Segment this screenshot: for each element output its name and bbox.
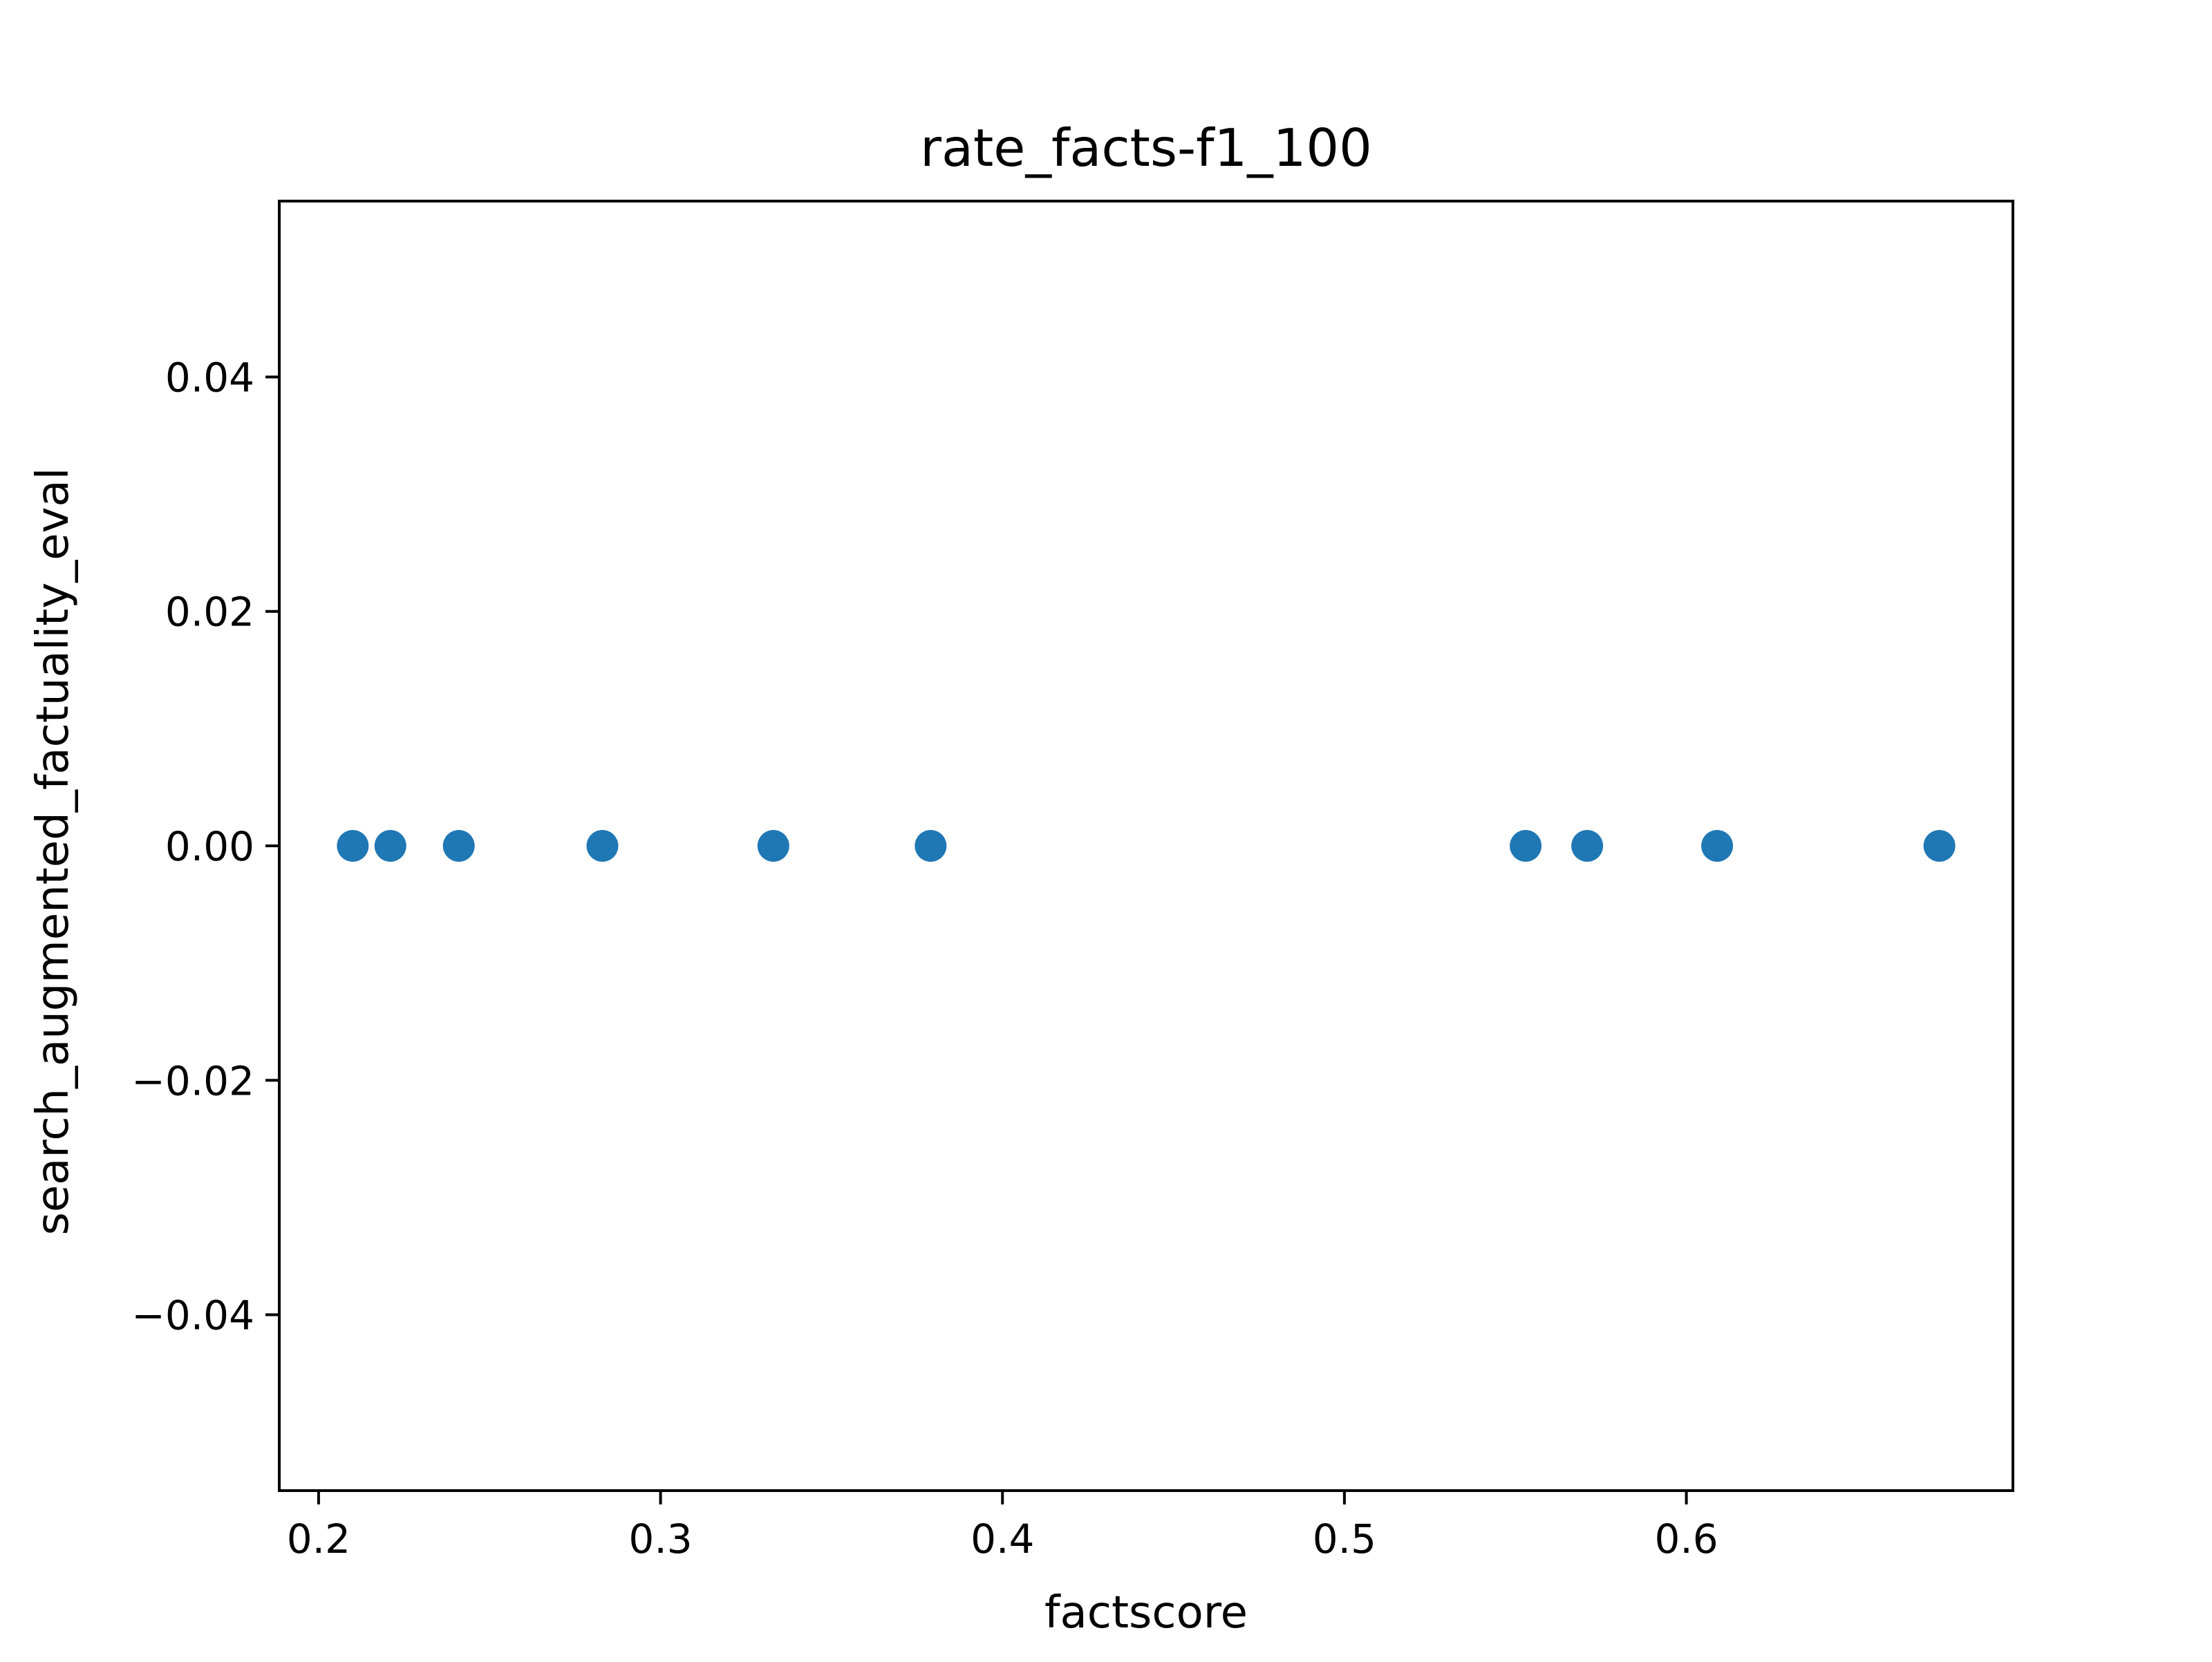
data-point [442,830,475,862]
x-axis-ticks: 0.2 0.3 0.4 0.5 0.6 [287,1491,1718,1562]
chart-title: rate_facts-f1_100 [920,117,1372,178]
y-axis-label: search_augmented_factuality_eval [28,468,79,1236]
data-point [374,830,406,862]
x-axis-label: factscore [1044,1587,1248,1639]
y-tick-label: −0.04 [131,1292,254,1339]
data-point [337,830,369,862]
x-tick-label: 0.3 [628,1515,692,1562]
x-tick-label: 0.4 [971,1515,1034,1562]
y-tick-label: 0.00 [165,823,254,870]
data-point [915,830,947,862]
y-tick-label: −0.02 [131,1057,254,1104]
y-tick-label: 0.02 [165,589,254,636]
data-point [1923,830,1956,862]
plot-frame [278,200,2014,1492]
x-tick-label: 0.5 [1313,1515,1376,1562]
data-point [1510,830,1542,862]
data-point [586,830,619,862]
x-tick-label: 0.6 [1654,1515,1718,1562]
data-point [1701,830,1734,862]
data-point [757,830,789,862]
data-points [337,830,1956,862]
y-axis-ticks: 0.04 0.02 0.00 −0.02 −0.04 [131,354,279,1339]
data-point [1571,830,1604,862]
y-tick-label: 0.04 [165,354,254,401]
x-tick-label: 0.2 [287,1515,350,1562]
